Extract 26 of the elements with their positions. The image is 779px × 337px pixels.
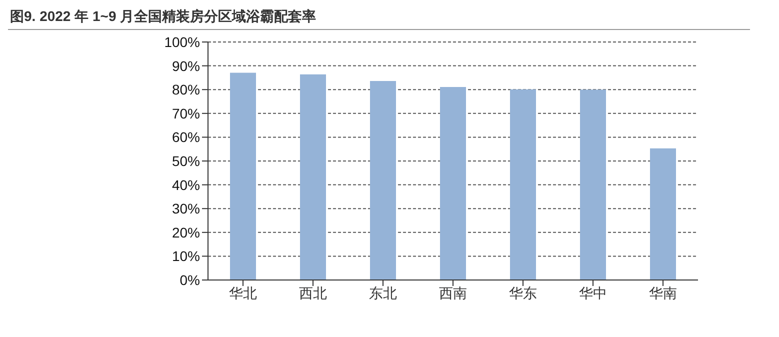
bar: [650, 148, 676, 280]
y-tick-label: 80%: [172, 82, 200, 98]
y-tick-label: 100%: [164, 34, 200, 50]
x-tick-label: 西北: [299, 284, 327, 301]
x-tick-label: 华北: [229, 284, 257, 301]
y-tick-label: 40%: [172, 176, 200, 193]
x-tick-label: 华中: [579, 284, 607, 301]
y-tick-label: 70%: [172, 105, 200, 122]
bar: [370, 81, 396, 280]
y-tick-label: 10%: [172, 248, 200, 264]
bar: [440, 86, 466, 280]
chart-title: 图9. 2022 年 1~9 月全国精装房分区域浴霸配套率: [8, 8, 750, 30]
x-tick-label: 东北: [369, 284, 397, 301]
y-tick-label: 60%: [172, 129, 200, 146]
y-tick-label: 50%: [172, 152, 200, 169]
bar: [510, 89, 536, 280]
y-tick-label: 90%: [172, 58, 200, 74]
bar: [300, 74, 326, 280]
y-tick-label: 30%: [172, 200, 200, 217]
x-tick-label: 华东: [509, 284, 537, 301]
y-tick-label: 0%: [180, 272, 200, 288]
x-tick-label: 华南: [649, 284, 677, 301]
bar: [230, 72, 256, 280]
y-tick-label: 20%: [172, 224, 200, 240]
bar: [580, 90, 606, 280]
x-tick-label: 西南: [439, 284, 467, 301]
